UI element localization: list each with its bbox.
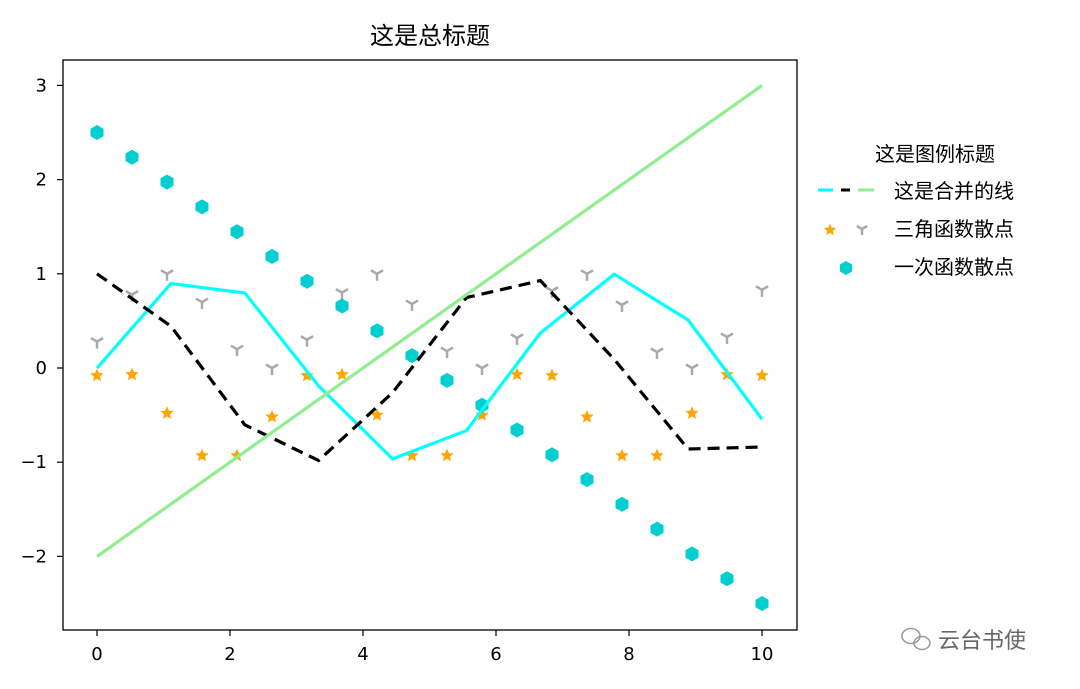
y-tick-label: 2 <box>36 170 47 191</box>
hexagon-point <box>615 496 629 512</box>
star-point <box>510 367 524 381</box>
tri-point <box>265 363 279 375</box>
hexagon-point <box>440 372 454 388</box>
tri-point <box>685 363 699 375</box>
star-point <box>650 448 664 462</box>
star-point <box>580 410 594 423</box>
star-point <box>405 448 419 462</box>
star-point <box>545 368 559 382</box>
star-point <box>90 368 104 382</box>
tri-point <box>195 297 209 310</box>
x-tick-label: 4 <box>357 644 368 665</box>
star-icon <box>823 223 837 236</box>
legend-label-trig: 三角函数散点 <box>894 217 1014 241</box>
axes-frame <box>62 59 798 631</box>
plot-area <box>90 84 769 611</box>
legend-label-linear: 一次函数散点 <box>894 255 1014 279</box>
hexagon-point <box>405 348 419 364</box>
legend: 这是图例标题 这是合并的线 三角函数散点 一次函数散点 <box>818 142 1014 279</box>
legend-handle-trig-scatter <box>823 223 868 236</box>
x-tick-label: 0 <box>91 644 102 665</box>
y-tick-label: −2 <box>20 546 47 567</box>
tri-point <box>405 299 419 311</box>
tri-point <box>335 288 349 300</box>
watermark: 云台书使 <box>901 627 1026 654</box>
hexagon-point <box>90 125 104 140</box>
star-point <box>615 448 629 462</box>
x-tick-label: 8 <box>623 644 634 665</box>
tri-point <box>650 347 664 359</box>
tri-icon <box>856 224 868 235</box>
hexagon-icon <box>839 261 853 275</box>
x-tick-label: 6 <box>490 644 501 665</box>
hexagon-point <box>545 447 559 463</box>
y-tick-label: −1 <box>20 452 47 473</box>
hexagon-point <box>685 546 699 562</box>
hexagon-point <box>300 273 314 289</box>
star-point <box>125 367 139 381</box>
hexagon-point <box>265 248 279 264</box>
sin-line <box>95 272 764 461</box>
hexagon-point <box>125 149 139 165</box>
star-point <box>370 408 384 421</box>
y-axis: 3 2 1 0 −1 −2 <box>20 75 63 567</box>
chart-title: 这是总标题 <box>370 22 490 50</box>
tri-point <box>230 344 244 357</box>
tri-point <box>440 346 454 359</box>
cos-line <box>96 272 763 463</box>
hexagon-point <box>335 298 349 314</box>
star-point <box>685 406 699 419</box>
hexagon-point <box>160 174 174 190</box>
linear-line <box>96 84 763 558</box>
hexagon-point <box>230 224 244 240</box>
wechat-icon <box>901 627 931 651</box>
tri-point <box>475 363 489 375</box>
y-tick-label: 3 <box>36 75 47 96</box>
tri-point <box>580 269 594 281</box>
star-point <box>335 367 349 381</box>
x-axis: 0 2 4 6 8 10 <box>91 630 773 665</box>
x-tick-label: 2 <box>224 644 235 665</box>
watermark-text: 云台书使 <box>938 629 1026 654</box>
star-point <box>755 368 769 382</box>
star-point <box>160 406 174 419</box>
star-point <box>440 448 454 462</box>
hexagon-point <box>475 397 489 413</box>
hexagon-point <box>650 521 664 537</box>
y-tick-label: 1 <box>36 264 47 285</box>
tri-point <box>300 335 314 347</box>
tri-point <box>615 300 629 312</box>
legend-label-combined: 这是合并的线 <box>894 179 1014 203</box>
x-tick-label: 10 <box>751 644 774 665</box>
star-point <box>475 408 489 421</box>
tri-point <box>160 269 174 281</box>
star-point <box>195 448 209 462</box>
tri-point <box>370 269 384 281</box>
tri-point <box>510 333 524 345</box>
tri-point <box>720 332 734 344</box>
tri-point <box>755 285 769 297</box>
hexagon-point <box>720 571 734 587</box>
star-point <box>265 410 279 423</box>
hexagon-point <box>195 199 209 215</box>
hexagon-point <box>370 323 384 339</box>
hexagon-point <box>510 422 524 438</box>
legend-title: 这是图例标题 <box>875 142 995 166</box>
hexagon-point <box>580 472 594 488</box>
tri-point <box>90 337 104 349</box>
hexagon-point <box>755 596 769 611</box>
y-tick-label: 0 <box>36 358 47 379</box>
legend-handle-linear-scatter <box>839 261 853 275</box>
